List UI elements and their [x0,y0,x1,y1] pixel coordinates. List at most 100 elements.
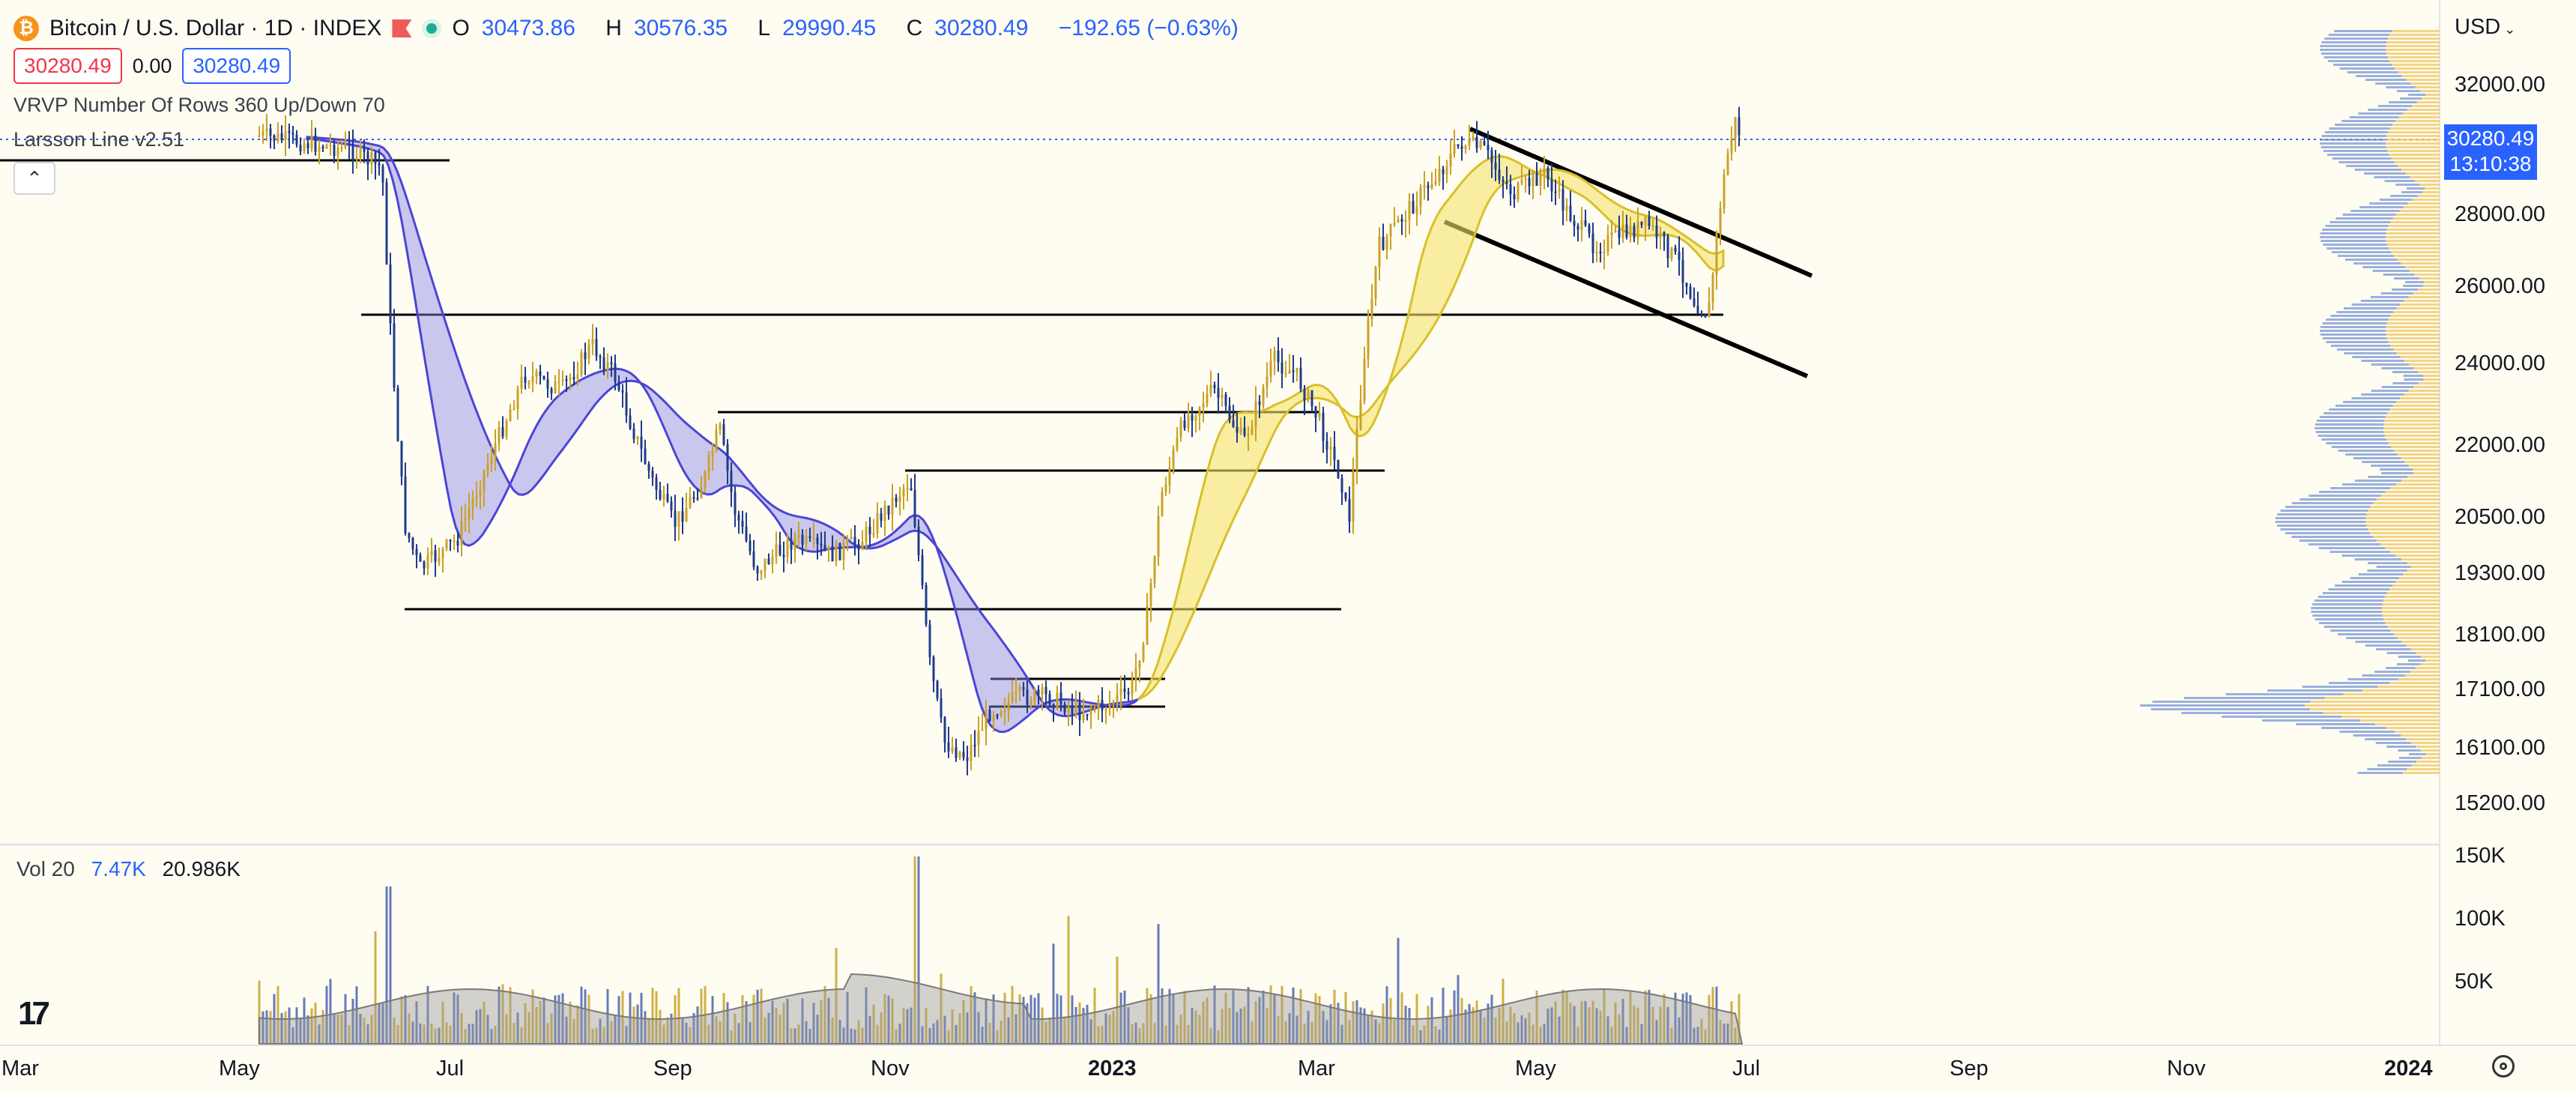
volume-bar [775,1007,778,1044]
currency-selector[interactable]: USD ⌄ [2455,15,2516,39]
volume-bar [1502,979,1505,1044]
volume-profile-bar-up [2402,772,2440,774]
volume-bar [1603,990,1606,1044]
time-tick-label: 2023 [1088,1057,1137,1081]
volume-bar [636,1004,639,1044]
volume-bar [1367,1015,1370,1044]
volume-profile-bar-down [2336,348,2394,351]
volume-profile-bar-down [2409,753,2426,755]
volume-profile-bar-up [2387,56,2440,58]
candle [805,528,808,551]
buy-button[interactable]: 30280.49 [182,48,291,84]
volume-legend[interactable]: Vol 20 7.47K 20.986K [16,857,241,881]
volume-profile-bar-down [2277,513,2367,516]
volume-profile-bar-up [2386,142,2440,145]
volume-bar [655,991,658,1044]
symbol-title[interactable]: Bitcoin / U.S. Dollar · 1D · INDEX [49,16,382,40]
market-status-icon[interactable] [422,19,442,38]
volume-profile-bar-up [2401,457,2440,459]
volume-profile-bar-up [2397,637,2440,639]
volume-bar [1569,1003,1572,1044]
volume-bar [1685,992,1688,1044]
candle [1618,215,1621,245]
candle [767,553,770,565]
collapse-indicators-button[interactable]: ⌃ [13,162,55,195]
price-tick-label: 28000.00 [2455,202,2545,226]
volume-profile-bar-up [2368,528,2440,531]
volume-bar [258,980,261,1044]
candle [340,139,343,152]
volume-bar [1666,1006,1669,1044]
candle [303,138,306,154]
candle [261,124,264,144]
candle [1348,486,1351,534]
volume-bar [348,1025,351,1044]
volume-profile-bar-down [2315,427,2383,429]
candle [580,348,583,378]
candle [273,134,276,150]
candle [1247,426,1250,451]
bitcoin-icon[interactable]: ₿ [13,16,39,41]
volume-profile-bar-down [2350,577,2400,579]
candle [1558,176,1561,199]
volume-bar [1374,1019,1377,1044]
candle [265,114,268,142]
settings-icon[interactable] [2492,1055,2515,1078]
candle [1606,224,1609,256]
volume-profile-bar-down [2381,367,2414,369]
indicator-vrvp[interactable]: VRVP Number Of Rows 360 Up/Down 70 [13,94,385,116]
indicator-larsson[interactable]: Larsson Line v2.51 [13,128,185,151]
volume-profile-bar-up [2405,172,2440,175]
candle [1438,156,1441,187]
candle [1367,309,1370,368]
candle [1696,291,1699,314]
volume-bar [955,1024,958,1044]
volume-profile-bar-down [2336,311,2394,313]
candle [715,423,718,453]
tradingview-logo-icon[interactable]: 17 [18,995,50,1032]
candle [1082,698,1085,723]
volume-profile-bar-down [2375,742,2411,744]
candle [1711,271,1714,311]
flag-icon[interactable] [392,19,412,37]
volume-profile-bar-down [2320,45,2386,47]
volume-bar [1052,943,1055,1044]
volume-profile-bar-up [2418,382,2440,384]
volume-profile-bar-up [2399,577,2440,579]
time-tick-label: Sep [653,1057,692,1081]
volume-bar [947,1030,950,1044]
volume-bar [516,1012,519,1044]
candle [1625,214,1628,240]
candle [1157,505,1160,566]
candle [1176,427,1179,452]
volume-profile-bar-down [2368,476,2407,478]
candle [1393,207,1396,228]
candle [651,467,654,486]
volume-profile-bar-down [2275,517,2366,519]
candle [1389,223,1392,250]
volume-bar [951,1009,954,1044]
candle [655,474,658,500]
volume-bar [1558,1016,1561,1044]
candle [385,178,388,265]
volume-bar [1434,1026,1437,1044]
candle [880,507,883,528]
sell-button[interactable]: 30280.49 [13,48,122,84]
volume-bar [1423,1025,1426,1044]
volume-profile-bar-down [2353,734,2401,737]
volume-bar [1595,1008,1598,1044]
volume-profile-bar-down [2365,644,2407,647]
volume-bar [910,1007,913,1044]
volume-profile-bar-up [2389,154,2440,156]
candle [565,375,568,393]
volume-profile-bar-down [2328,34,2390,36]
candle [913,474,916,529]
volume-bar [419,1024,422,1044]
chart-legend: ₿ Bitcoin / U.S. Dollar · 1D · INDEX O 30… [13,13,1251,195]
volume-profile-bar-down [2322,337,2387,339]
change-value: −192.65 (−0.63%) [1058,16,1239,40]
candle [730,462,733,507]
volume-profile-bar-up [2376,540,2440,542]
volume-bar [1026,1003,1029,1044]
